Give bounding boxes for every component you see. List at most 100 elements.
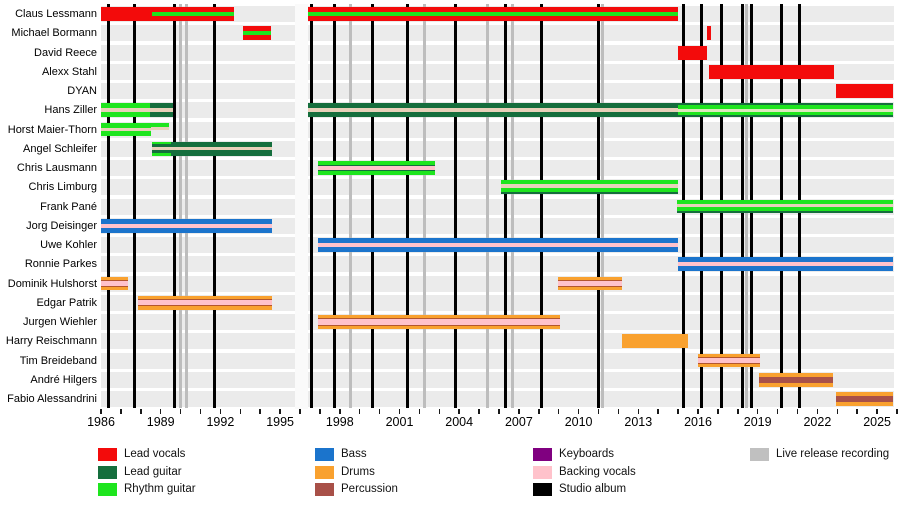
role-stripe-drums [836,392,893,397]
legend-label: Bass [341,448,367,460]
role-stripe-drums [317,315,560,319]
role-stripe-drum_separator [557,286,623,288]
role-stripe-lead_guitar [678,115,893,118]
timeline-bar [836,84,893,98]
role-stripe-rhythm_guitar [101,103,150,109]
role-stripe-lead_vocals [243,35,272,41]
axis-tick-label: 2025 [863,415,891,429]
axis-tick-label: 2019 [743,415,772,429]
timeline-bar [101,7,152,21]
live-release-line [422,4,426,408]
role-stripe-drums [137,295,273,300]
axis-tick-label: 1986 [87,415,115,429]
role-stripe-lead_vocals [706,26,711,41]
role-stripe-bass [101,227,273,233]
role-stripe-backing_vocals [698,357,760,363]
axis-tick [259,409,261,414]
studio-album-line [212,4,216,408]
role-stripe-lead_guitar [151,143,171,147]
role-stripe-none [151,130,169,136]
role-stripe-drum_separator [101,279,128,281]
member-label: André Hilgers [30,373,97,386]
role-stripe-backing_vocals_tan [500,184,679,188]
role-stripe-drum_separator [101,286,128,288]
axis-tick [478,409,480,414]
row-band [101,333,894,350]
role-stripe-backing_vocals_tan [677,203,893,207]
axis-tick [597,409,600,414]
member-label: Fabio Alessandrini [7,393,97,405]
timeline-bar [151,7,235,21]
role-stripe-rhythm_guitar [500,180,679,185]
studio-album-line [107,4,111,408]
role-stripe-lead_guitar [678,103,893,106]
axis-tick [219,409,222,414]
axis-tick [319,409,321,414]
axis-tick [816,409,819,414]
axis-tick [358,409,361,414]
timeline-bar [836,392,893,406]
axis-tick [677,409,679,414]
member-label: Horst Maier-Thorn [7,123,97,136]
axis-tick [637,409,640,414]
role-stripe-rhythm_guitar [101,111,150,118]
role-stripe-drums [698,364,760,368]
axis-tick [378,409,381,414]
legend-swatch-rhythm_guitar [98,483,117,496]
role-stripe-drum_separator [137,305,273,307]
role-stripe-lead_guitar [151,150,171,154]
member-label: Angel Schleifer [23,142,97,155]
legend-swatch-live_release [750,448,769,461]
studio-album-line [173,4,177,408]
role-stripe-bass [101,218,273,224]
role-stripe-drums [622,334,689,349]
role-stripe-drum_separator [557,279,623,281]
role-stripe-bass [678,266,893,272]
timeline-bar [698,353,760,368]
live-release-line [185,4,189,408]
axis-tick [279,409,281,414]
member-label: Edgar Patrik [36,296,97,309]
axis-tick [179,409,182,414]
legend-label: Studio album [559,483,627,495]
studio-album-line [333,4,337,408]
member-label: Alexx Stahl [41,65,97,78]
studio-album-line [310,4,314,408]
axis-tick [717,409,719,414]
row-band [101,352,894,369]
row-band [101,391,894,407]
row-band [101,83,894,99]
timeline-bar [317,161,436,175]
member-label: Chris Lausmann [16,162,97,174]
axis-tick-label: 2010 [564,415,593,429]
axis-tick [199,409,202,414]
timeline-bar [151,141,171,156]
legend-swatch-backing_vocals [533,465,552,479]
live-release-line [511,4,515,408]
row-band [101,179,894,196]
role-stripe-rhythm_guitar [151,141,171,144]
legend-label: Drums [341,465,375,478]
role-stripe-drums [317,325,560,329]
axis-tick [557,409,560,414]
role-stripe-lead_vocals [307,15,679,21]
role-stripe-lead_vocals [243,26,272,32]
timeline-bar [243,26,272,41]
hiatus-gap [295,4,308,409]
role-stripe-lead_vocals [678,45,707,60]
member-label: Michael Bormann [11,27,97,40]
row-band [101,44,894,61]
member-label: Harry Reischmann [5,335,97,348]
axis-tick [657,409,659,414]
role-stripe-drum_separator [317,324,560,326]
member-label: David Reece [34,46,97,59]
axis-tick-label: 2004 [445,415,474,429]
timeline-bar [677,199,893,214]
legend-swatch-lead_vocals [98,448,117,461]
timeline-bar [706,26,711,41]
timeline-bar [307,7,679,21]
role-stripe-bass [317,238,679,243]
role-stripe-rhythm_guitar [317,171,436,175]
role-stripe-drums [758,382,834,387]
